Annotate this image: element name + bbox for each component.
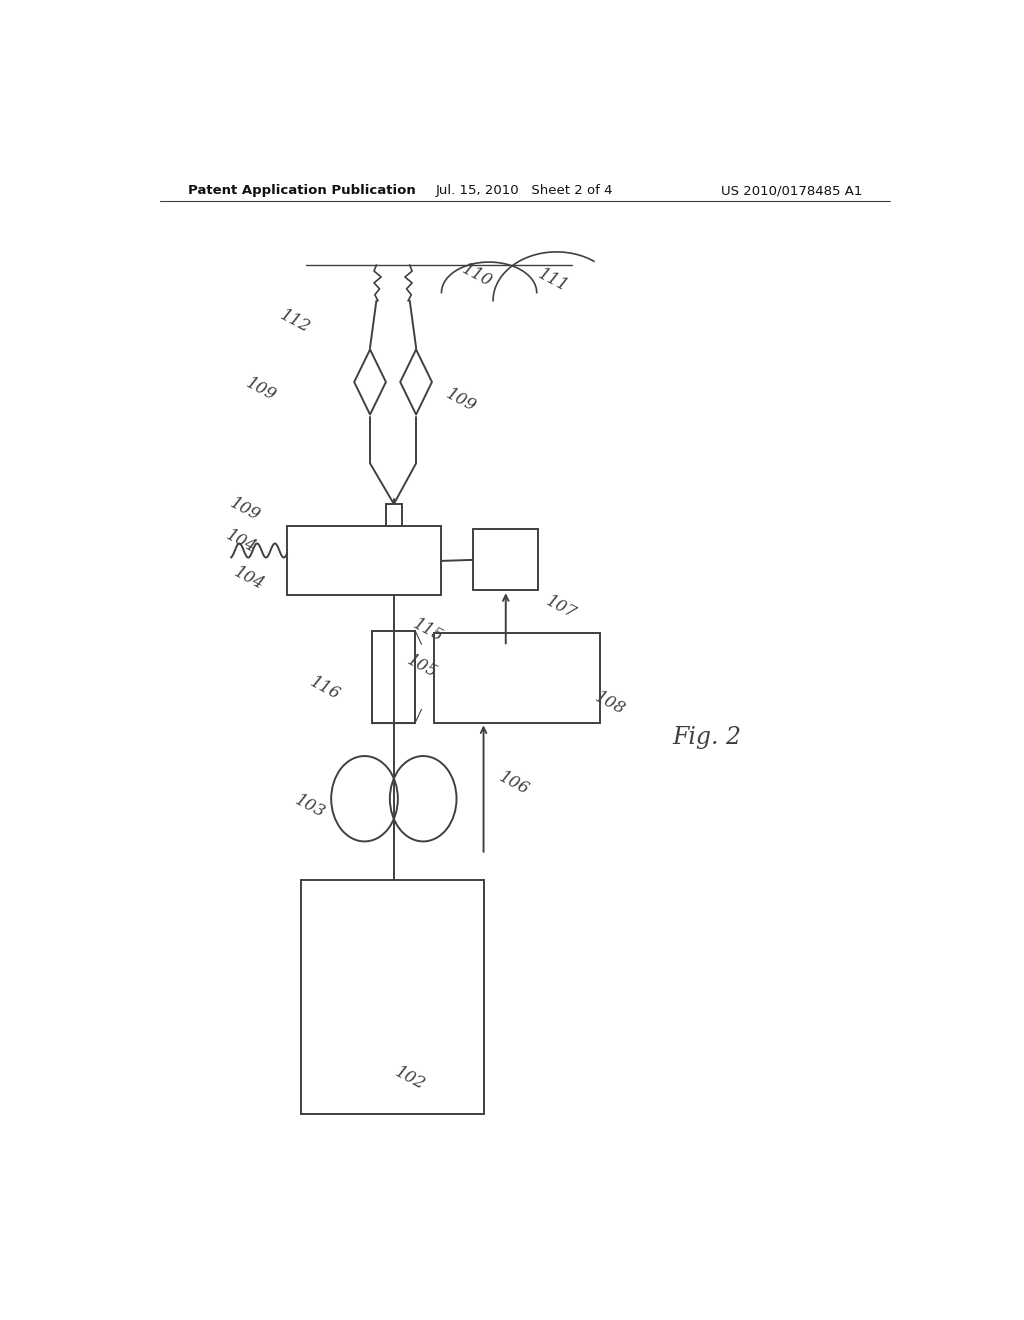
- Text: 109: 109: [227, 494, 263, 524]
- Text: 110: 110: [459, 260, 496, 290]
- Bar: [301, 880, 483, 1114]
- Text: 109: 109: [244, 374, 280, 404]
- Text: Jul. 15, 2010   Sheet 2 of 4: Jul. 15, 2010 Sheet 2 of 4: [436, 185, 613, 198]
- Bar: [373, 631, 416, 722]
- Bar: [373, 631, 416, 722]
- Text: 115: 115: [410, 615, 446, 645]
- Text: 105: 105: [404, 652, 440, 681]
- Text: 111: 111: [535, 265, 570, 296]
- Text: 104: 104: [222, 527, 259, 557]
- Text: Patent Application Publication: Patent Application Publication: [187, 185, 416, 198]
- Text: 112: 112: [276, 306, 312, 337]
- Text: 104: 104: [230, 564, 266, 593]
- Bar: [433, 634, 600, 722]
- Text: 103: 103: [293, 792, 329, 822]
- Text: 109: 109: [443, 385, 479, 416]
- Text: US 2010/0178485 A1: US 2010/0178485 A1: [721, 185, 862, 198]
- Bar: [473, 529, 539, 590]
- Text: 107: 107: [544, 593, 580, 623]
- Text: Fig. 2: Fig. 2: [673, 726, 741, 750]
- Text: 102: 102: [391, 1063, 428, 1093]
- Bar: [386, 504, 401, 527]
- Text: 108: 108: [592, 688, 628, 718]
- Text: 106: 106: [496, 768, 531, 799]
- Bar: [287, 527, 441, 595]
- Text: 116: 116: [307, 675, 343, 704]
